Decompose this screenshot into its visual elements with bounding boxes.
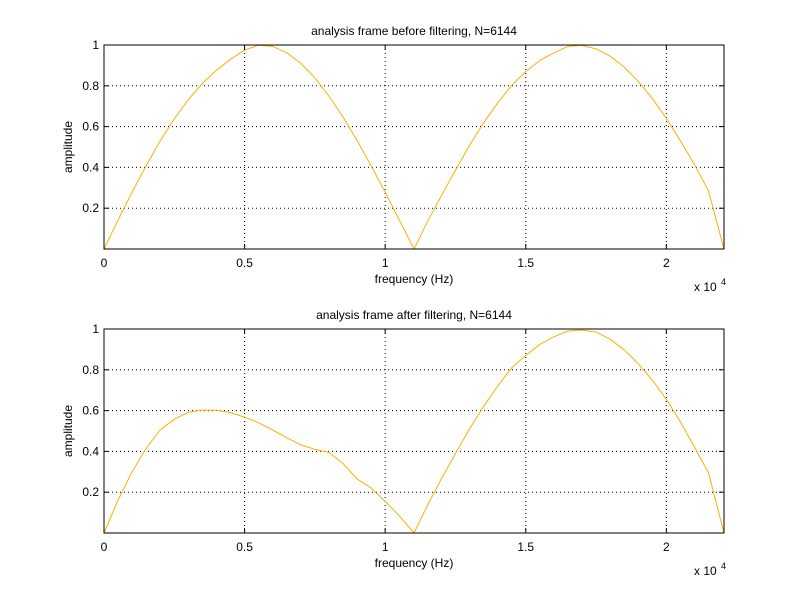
x-tick-label: 0 bbox=[101, 256, 108, 270]
x-tick-label: 0.5 bbox=[236, 540, 253, 554]
axes-box bbox=[103, 328, 725, 534]
y-tick-label: 0.4 bbox=[82, 160, 99, 174]
x-tick-label: 1.5 bbox=[517, 256, 534, 270]
y-tick-label: 1 bbox=[92, 322, 99, 336]
x-tick-label: 2 bbox=[663, 540, 670, 554]
x-tick-label: 1 bbox=[382, 540, 389, 554]
chart-title: analysis frame after filtering, N=6144 bbox=[316, 308, 512, 322]
x-tick-label: 1 bbox=[382, 256, 389, 270]
x-axis-label: frequency (Hz) bbox=[375, 556, 454, 570]
y-tick-label: 0.8 bbox=[82, 79, 99, 93]
x-multiplier-exponent: 4 bbox=[721, 277, 726, 287]
y-tick-label: 0.6 bbox=[82, 120, 99, 134]
axes-box bbox=[103, 44, 725, 250]
plot-area bbox=[104, 329, 724, 533]
y-axis-label: amplitude bbox=[61, 121, 75, 173]
y-axis-label: amplitude bbox=[61, 405, 75, 457]
plot-area bbox=[104, 45, 724, 249]
axes-2: 0 0.5 1 1.5 2 0.2 0.4 0.6 0.8 1 analysis frame aft… bbox=[61, 308, 726, 578]
y-tick-label: 0.6 bbox=[82, 404, 99, 418]
x-multiplier-label: x 10 bbox=[694, 564, 717, 578]
y-tick-label: 1 bbox=[92, 38, 99, 52]
x-axis-label: frequency (Hz) bbox=[375, 272, 454, 286]
y-tick-label: 0.4 bbox=[82, 444, 99, 458]
x-multiplier-label: x 10 bbox=[694, 280, 717, 294]
x-tick-label: 1.5 bbox=[517, 540, 534, 554]
axes-1: 0 0.5 1 1.5 2 0.2 0.4 0.6 0.8 1 analysis frame bef… bbox=[61, 24, 726, 294]
y-tick-label: 0.2 bbox=[82, 485, 99, 499]
x-tick-label: 2 bbox=[663, 256, 670, 270]
chart-title: analysis frame before filtering, N=6144 bbox=[311, 24, 517, 38]
x-multiplier-exponent: 4 bbox=[721, 561, 726, 571]
x-tick-label: 0 bbox=[101, 540, 108, 554]
y-tick-label: 0.8 bbox=[82, 363, 99, 377]
y-tick-label: 0.2 bbox=[82, 201, 99, 215]
x-tick-label: 0.5 bbox=[236, 256, 253, 270]
